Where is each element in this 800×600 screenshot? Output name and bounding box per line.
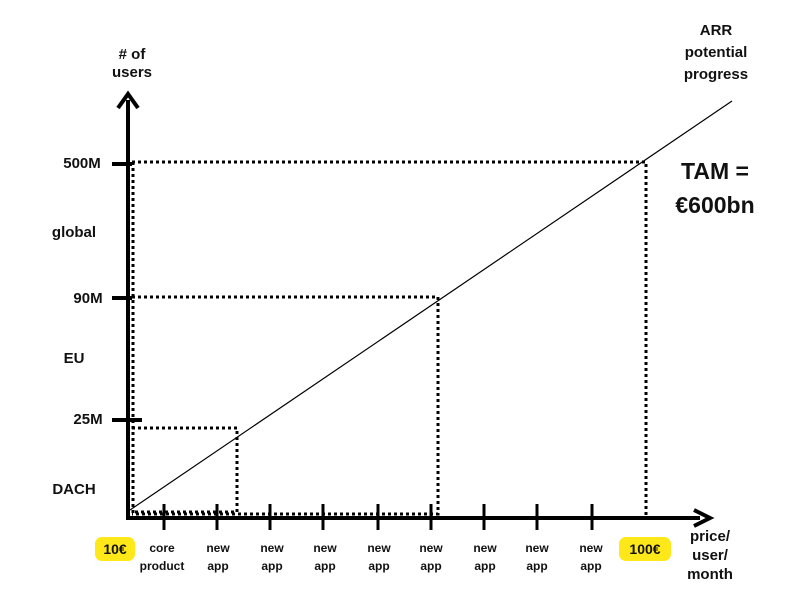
x-tick-label-line2: product [139, 559, 185, 573]
start-price-badge: 10€ [95, 537, 135, 561]
x-axis-title: price/ user/ month [672, 527, 748, 584]
x-tick-label-line1: new [579, 541, 603, 555]
arr-trend-label-line3: progress [683, 66, 749, 83]
x-tick-label-line1: core [149, 541, 175, 555]
x-tick-label-new-app: new app [188, 539, 248, 575]
tam-value: €600bn [675, 192, 755, 218]
x-tick-label-line2: app [580, 559, 602, 573]
arr-trend-label: ARR potential progress [666, 20, 766, 86]
end-price-badge: 100€ [619, 537, 671, 561]
x-tick-label-new-app: new app [455, 539, 515, 575]
x-tick-label-line2: app [420, 559, 442, 573]
x-axis-title-line1: price/ [689, 528, 731, 545]
x-tick-label-new-app: new app [349, 539, 409, 575]
arr-trend-label-line2: potential [684, 44, 748, 61]
y-axis-title-line2: users [111, 64, 153, 81]
x-tick-label-line2: app [526, 559, 548, 573]
x-tick-label-line1: new [260, 541, 284, 555]
x-axis-title-line3: month [687, 566, 733, 583]
dach-tier-box [132, 426, 239, 514]
tam-label-line1: TAM = [681, 158, 749, 184]
x-axis-title-line2: user/ [692, 547, 728, 564]
y-axis-title-line1: # of [118, 46, 146, 63]
x-tick-label-line2: app [368, 559, 390, 573]
x-tick-label-new-app: new app [401, 539, 461, 575]
x-tick-label-new-app: new app [242, 539, 302, 575]
y-level-25m: 25M [73, 411, 103, 428]
x-axis-arrowhead [693, 508, 715, 528]
arr-trend-label-line1: ARR [699, 22, 733, 39]
global-tier-box [132, 160, 648, 518]
region-eu: EU [63, 350, 85, 367]
x-tick-label-line1: new [313, 541, 337, 555]
x-tick-label-new-app: new app [295, 539, 355, 575]
x-tick-label-line1: new [473, 541, 497, 555]
y-level-500m: 500M [63, 155, 101, 172]
x-tick-label-line1: new [419, 541, 443, 555]
x-tick-label-line1: new [206, 541, 230, 555]
tam-label: TAM = €600bn [660, 154, 770, 222]
x-ticks [162, 504, 594, 530]
eu-tier-box [132, 295, 440, 516]
x-tick-label-line2: app [261, 559, 283, 573]
y-axis-arrowhead [116, 90, 140, 110]
x-tick-label-new-app: new app [507, 539, 567, 575]
region-global: global [51, 224, 97, 241]
x-tick-label-line2: app [207, 559, 229, 573]
region-dach: DACH [52, 481, 96, 498]
y-level-90m: 90M [73, 290, 103, 307]
arr-trend-line [129, 100, 733, 511]
x-tick-label-line2: app [314, 559, 336, 573]
x-tick-label-line1: new [367, 541, 391, 555]
x-tick-label-core-product: core product [132, 539, 192, 575]
x-tick-label-line2: app [474, 559, 496, 573]
x-tick-label-line1: new [525, 541, 549, 555]
x-tick-label-new-app: new app [561, 539, 621, 575]
y-axis-title: # of users [98, 46, 166, 82]
